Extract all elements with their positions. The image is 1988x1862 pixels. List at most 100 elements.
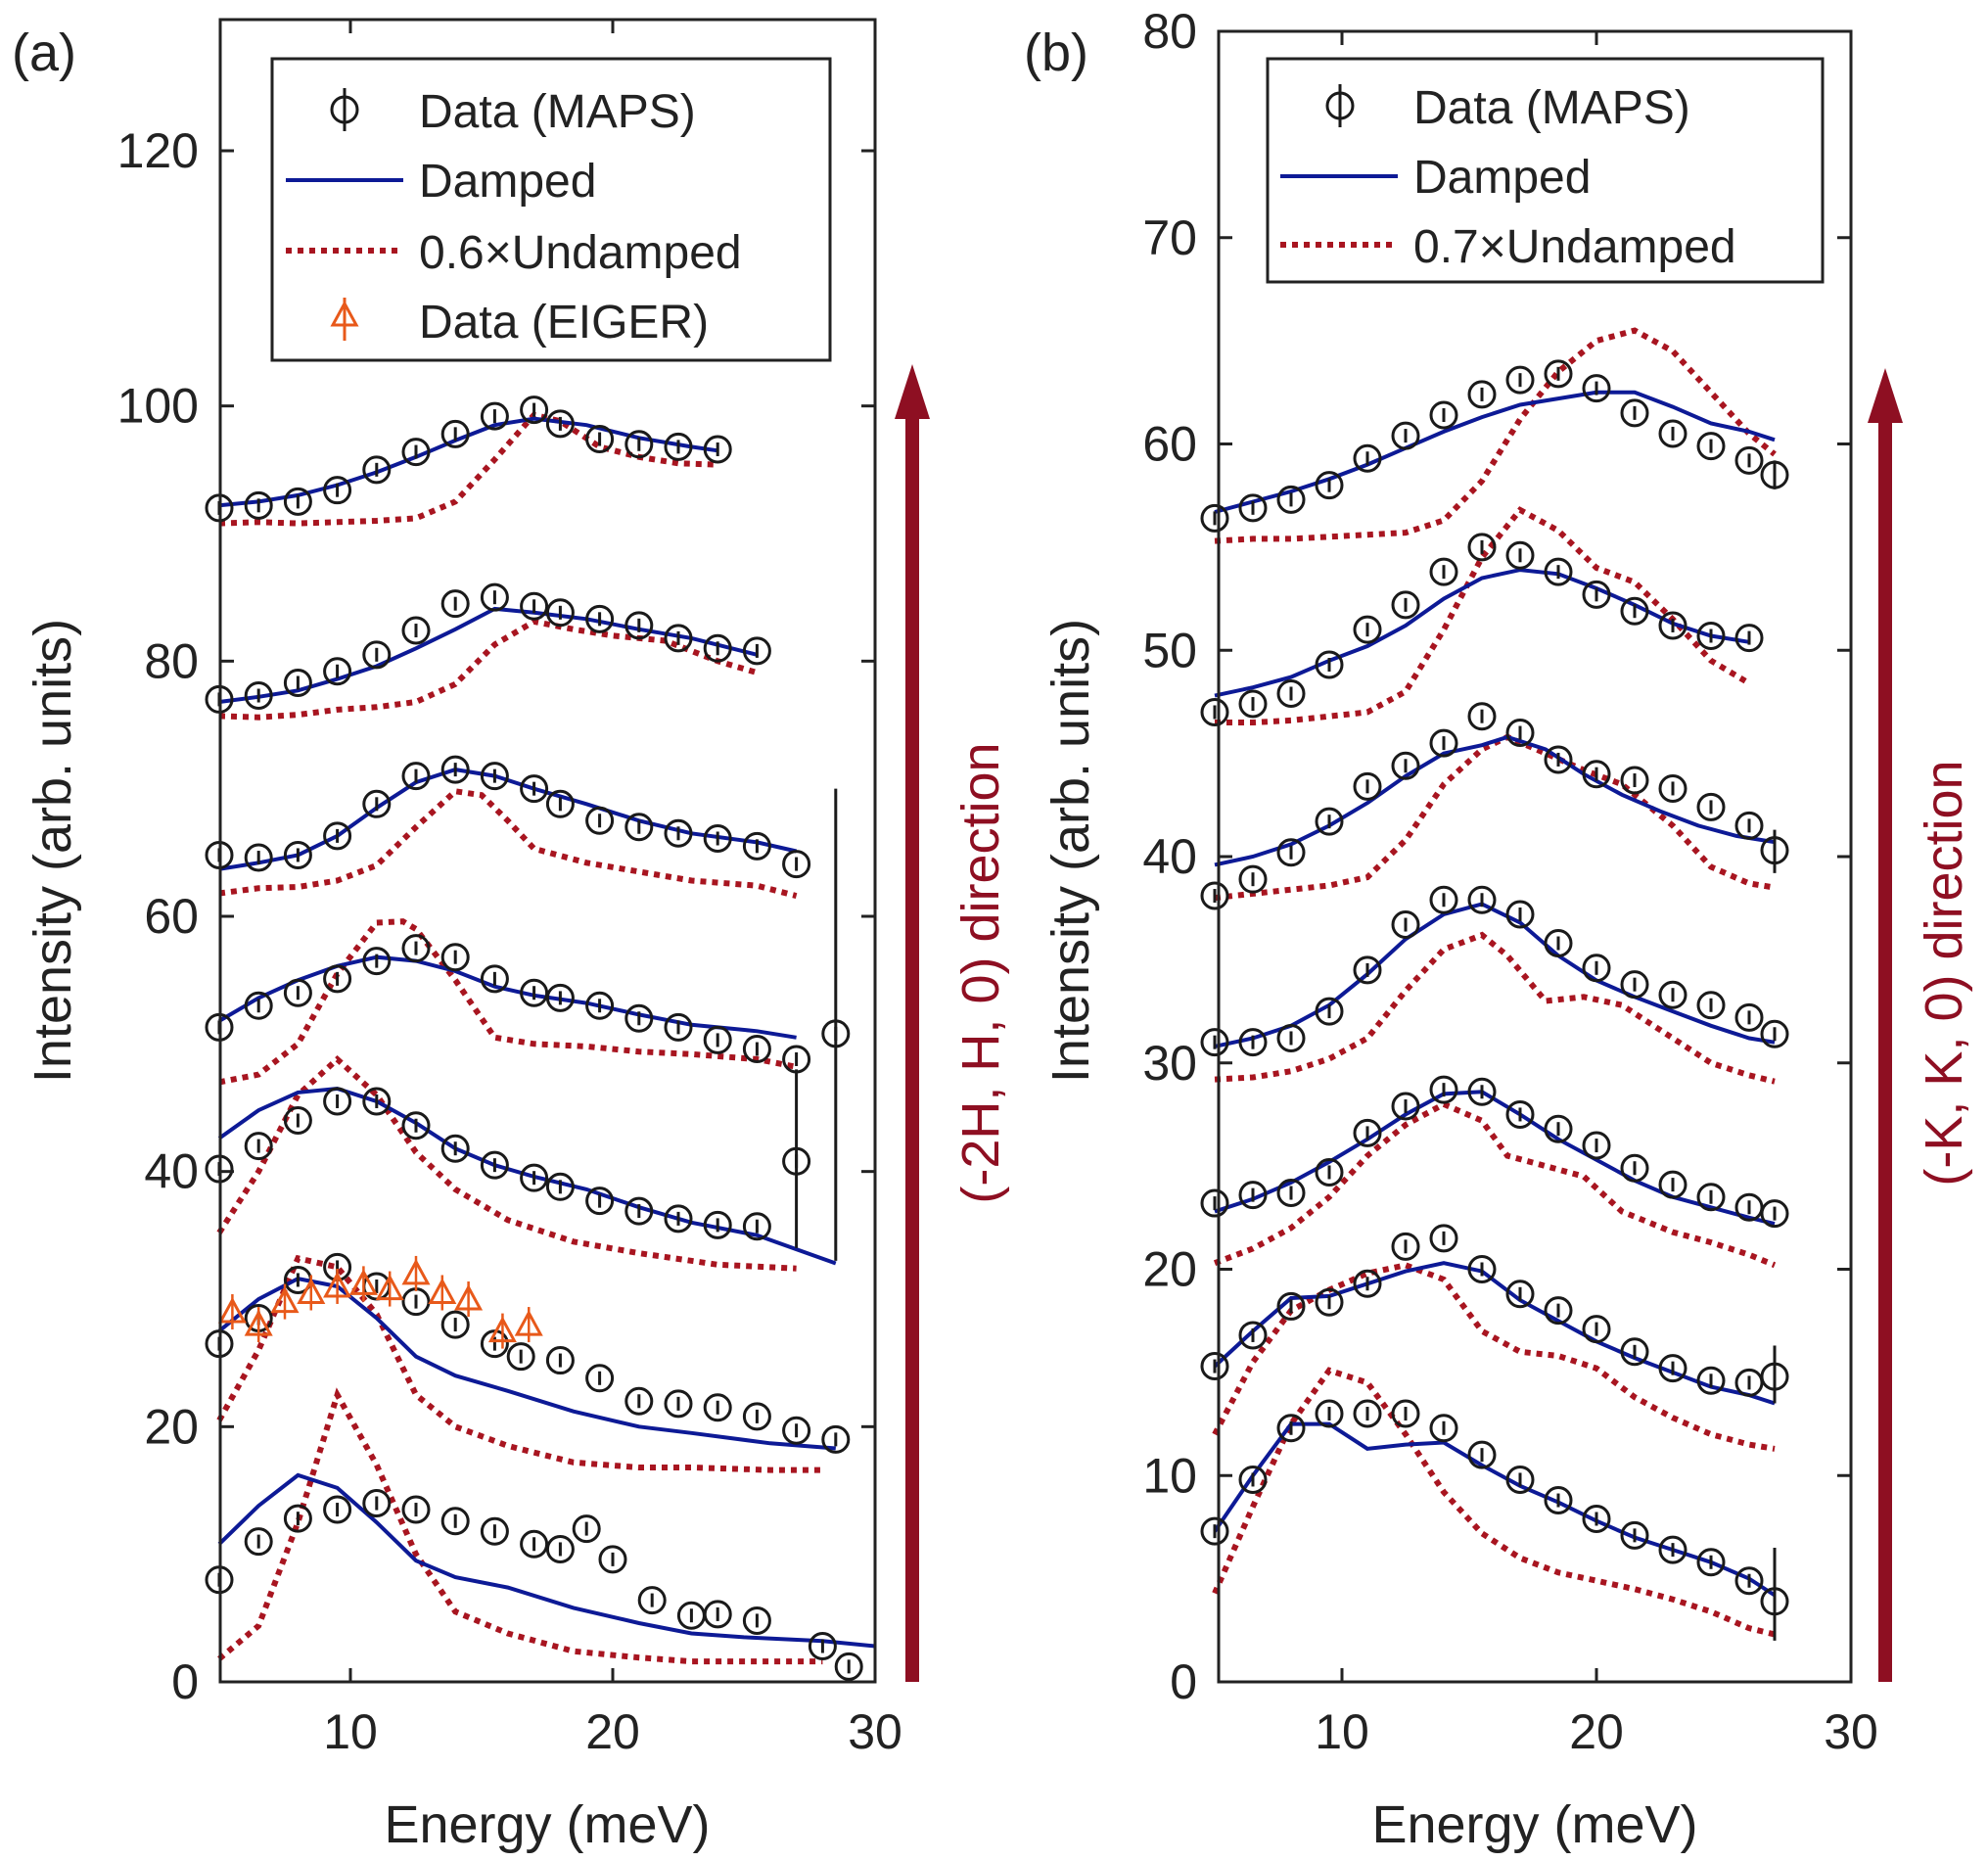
data-point-a-7-7 [440, 419, 470, 448]
undamped-line-a-4 [218, 918, 798, 1086]
data-point-b-1-2 [1238, 1465, 1268, 1494]
data-point-b-4-10 [1544, 929, 1573, 958]
data-point-a-2-13 [664, 1389, 693, 1419]
panel-b: (b) 10 20 30 0 10 20 30 40 50 60 70 80 Energy (meV)… [1024, 4, 1973, 1854]
data-point-b-6-1 [1200, 697, 1229, 726]
x-tick-label-a-30: 30 [848, 1704, 902, 1759]
data-point-a-3-9 [520, 1163, 549, 1192]
data-point-b-4-15 [1734, 1002, 1764, 1032]
data-point-a-2-16 [782, 1416, 811, 1445]
panel-a-label: (a) [12, 23, 76, 82]
data-point-a-3-10 [545, 1172, 575, 1201]
data-point-a-1-2 [244, 1527, 273, 1557]
data-point-a-4-3 [283, 978, 312, 1007]
data-point-b-5-8 [1467, 702, 1497, 731]
data-point-b-3-12 [1620, 1153, 1649, 1183]
data-point-a-1-4 [323, 1495, 352, 1524]
data-point-a-3-11 [585, 1187, 615, 1216]
data-point-b-7-11 [1582, 374, 1611, 403]
data-point-a-4-11 [585, 991, 615, 1020]
damped-line-a-5 [218, 768, 798, 871]
data-point-b-1-15 [1734, 1566, 1764, 1596]
data-point-b-5-9 [1505, 719, 1535, 748]
data-point-b-6-15 [1734, 624, 1764, 653]
data-point-b-1-14 [1696, 1548, 1726, 1577]
data-point-a-1-16 [742, 1606, 771, 1635]
y-tick-label-b-10: 10 [1142, 1448, 1197, 1503]
data-point-a-3-12 [624, 1196, 654, 1226]
data-point-a-5-15 [742, 831, 771, 861]
y-tick-label-b-0: 0 [1170, 1654, 1197, 1709]
panel-a-x-axis-label: Energy (meV) [384, 1795, 710, 1854]
data-point-a-6-5 [362, 640, 392, 670]
data-point-a-2-17 [821, 1424, 851, 1454]
damped-line-b-2 [1213, 1261, 1776, 1406]
data-point-b-5-7 [1429, 728, 1458, 758]
data-point-b-5-1 [1200, 881, 1229, 910]
data-point-b-3-5 [1353, 1118, 1382, 1147]
data-point-b-5-4 [1315, 807, 1344, 836]
panel-b-plot-area [1200, 327, 1789, 1641]
legend-a-eiger-label: Data (EIGER) [419, 297, 709, 349]
data-point-a-5-14 [703, 823, 732, 853]
damped-line-a-3 [217, 1086, 837, 1266]
damped-line-b-7 [1214, 390, 1776, 514]
data-point-a-1-9 [520, 1529, 549, 1559]
data-point-a-7-3 [283, 487, 312, 516]
data-point-a-6-11 [585, 604, 615, 633]
data-point-b-4-11 [1582, 954, 1611, 983]
y-tick-label-a-60: 60 [144, 889, 199, 944]
damped-line-a-1 [217, 1472, 876, 1649]
data-point-a-1-13 [637, 1586, 667, 1615]
data-point-b-1-9 [1505, 1465, 1535, 1494]
data-point-b-5-12 [1620, 766, 1649, 795]
legend-a-eiger-marker-icon [330, 298, 359, 341]
data-point-a-6-14 [703, 633, 732, 663]
undamped-line-a-6 [218, 618, 759, 721]
undamped-line-a-1 [217, 1387, 823, 1665]
data-point-a-3-4 [323, 1087, 352, 1116]
data-point-b-1-11 [1582, 1505, 1611, 1534]
data-point-a-6-10 [545, 598, 575, 628]
data-point-b-5-6 [1391, 751, 1420, 780]
data-point-b-7-2 [1238, 493, 1268, 523]
data-point-b-4-1 [1200, 1028, 1229, 1057]
data-point-b-4-8 [1467, 885, 1497, 914]
data-point-a-3-8 [480, 1150, 509, 1180]
data-point-a-6-9 [520, 591, 549, 621]
data-point-a-3-3 [283, 1106, 312, 1136]
data-point-b-5-11 [1582, 760, 1611, 789]
data-point-b-2-5 [1353, 1269, 1382, 1298]
data-point-a-6-4 [323, 657, 352, 686]
data-point-b-7-4 [1315, 471, 1344, 500]
data-point-a-7-5 [362, 455, 392, 485]
data-point-b-6-11 [1582, 580, 1611, 609]
data-point-b-6-4 [1315, 650, 1344, 679]
data-point-a-5-13 [664, 818, 693, 848]
panel-a-ticks: 10 20 30 0 20 40 60 80 100 120 [117, 20, 902, 1759]
data-point-b-4-13 [1658, 980, 1687, 1009]
x-tick-label-b-20: 20 [1569, 1704, 1624, 1759]
data-point-a-1-3 [283, 1504, 312, 1533]
data-point-a-3-6 [401, 1111, 431, 1140]
data-point-a-3-7 [440, 1134, 470, 1163]
data-point-a-4-15 [742, 1035, 771, 1064]
y-tick-label-b-60: 60 [1142, 417, 1197, 472]
data-point-b-1-6 [1391, 1399, 1420, 1428]
data-point-a-2-14 [703, 1393, 732, 1422]
data-point-b-2-3 [1276, 1291, 1306, 1321]
data-point-b-7-14 [1696, 432, 1726, 461]
data-point-b-6-5 [1353, 615, 1382, 644]
data-point-b-3-16 [1760, 1199, 1789, 1229]
data-point-b-1-7 [1429, 1414, 1458, 1443]
data-point-b-1-13 [1658, 1535, 1687, 1564]
legend-b-damped-label: Damped [1413, 152, 1591, 204]
data-point-a-2-7 [440, 1310, 470, 1339]
data-point-b-7-9 [1505, 365, 1535, 395]
data-point-b-7-10 [1544, 359, 1573, 389]
undamped-line-a-7 [218, 411, 718, 527]
data-point-b-6-10 [1544, 557, 1573, 586]
data-point-b-2-2 [1238, 1321, 1268, 1350]
legend-a-data-marker-icon [330, 88, 359, 131]
data-point-a-4-13 [664, 1012, 693, 1042]
